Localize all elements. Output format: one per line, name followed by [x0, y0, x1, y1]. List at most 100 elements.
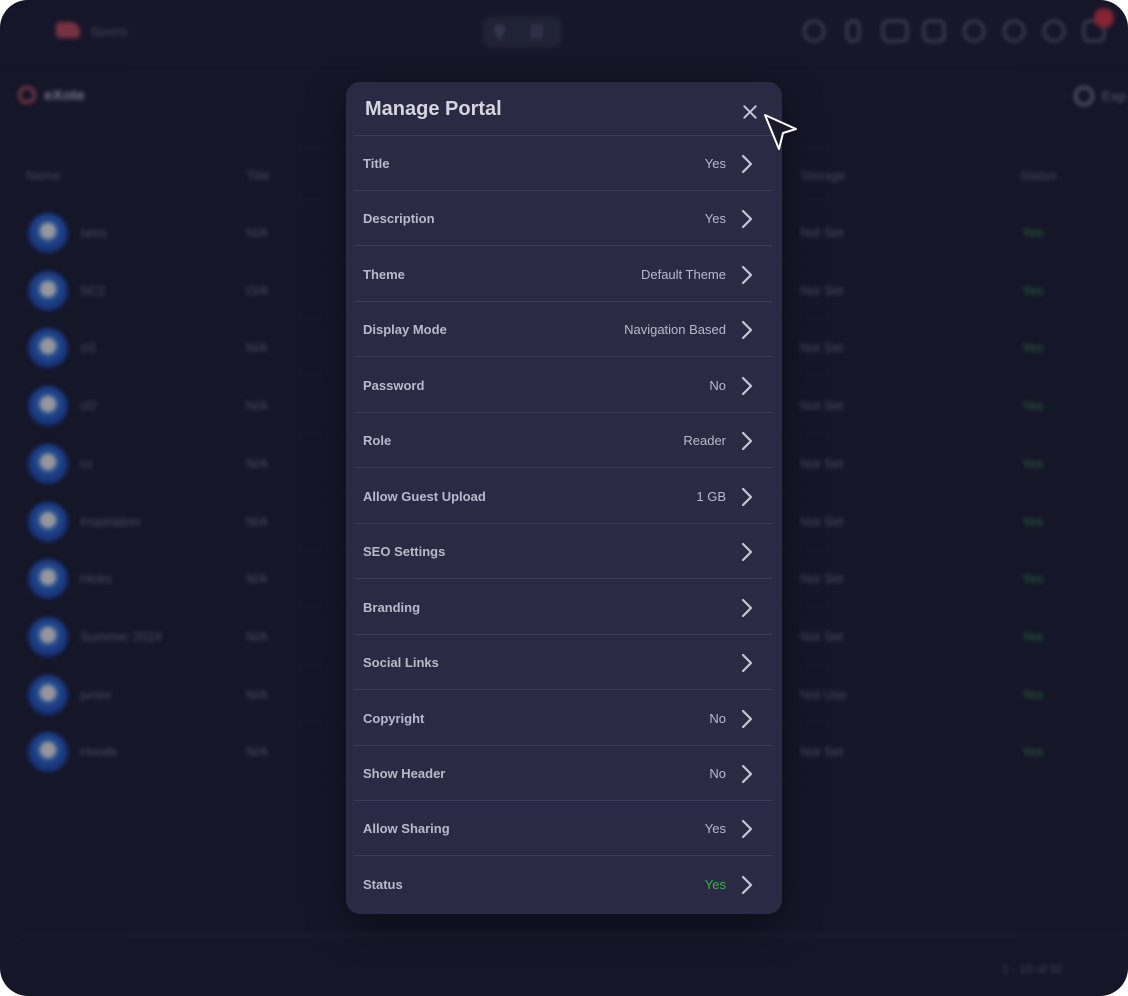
cell-status: Yes [1022, 628, 1044, 644]
cell-name: cl2 [80, 398, 97, 414]
cell-name: cl1 [80, 340, 97, 356]
search-pill[interactable]: ⚲ ☷ [482, 16, 562, 48]
export-icon[interactable] [1074, 86, 1094, 106]
cell-status: Yes [1022, 340, 1044, 356]
chevron-right-icon [741, 487, 753, 506]
setting-row-password[interactable]: Password No [354, 358, 772, 413]
brand-name: Sports [90, 24, 128, 39]
avatar [28, 328, 68, 369]
setting-row-title[interactable]: Title Yes [354, 136, 772, 191]
cloud-icon[interactable] [803, 20, 825, 42]
setting-label: Title [363, 156, 390, 171]
avatar [28, 674, 68, 715]
cell-name: Hoods [80, 744, 118, 760]
setting-row-status[interactable]: Status Yes [354, 857, 772, 912]
chevron-right-icon [741, 875, 753, 894]
avatar [28, 443, 68, 484]
close-icon[interactable] [737, 99, 763, 125]
cell-name: Inspiration [80, 513, 140, 529]
avatar [28, 213, 68, 253]
column-header-storage[interactable]: Storage [800, 168, 846, 183]
calendar-icon[interactable] [923, 20, 945, 42]
setting-row-description[interactable]: Description Yes [354, 191, 772, 247]
search-icon[interactable]: ⚲ [494, 24, 505, 41]
dialog-header: Manage Portal [346, 82, 782, 136]
setting-row-social-links[interactable]: Social Links [354, 635, 772, 691]
avatar [28, 616, 68, 657]
chevron-right-icon [741, 376, 753, 395]
column-header-title[interactable]: Title [246, 168, 271, 183]
cell-title: N/A [246, 398, 268, 414]
cell-storage: Not Set [800, 455, 844, 471]
cell-storage: Not Set [800, 282, 844, 298]
cell-status: Yes [1022, 744, 1044, 760]
setting-row-theme[interactable]: Theme Default Theme [354, 247, 772, 302]
setting-row-display-mode[interactable]: Display Mode Navigation Based [354, 302, 772, 358]
cell-title: N/A [246, 513, 268, 529]
setting-row-role[interactable]: Role Reader [354, 413, 772, 469]
cell-storage: Not Set [800, 744, 844, 760]
chevron-right-icon [741, 543, 753, 562]
setting-label: Allow Sharing [363, 821, 450, 837]
setting-row-seo-settings[interactable]: SEO Settings [354, 524, 772, 580]
refresh-icon[interactable] [1043, 20, 1065, 42]
setting-label: Show Header [363, 765, 446, 781]
chevron-right-icon [741, 598, 753, 617]
cell-title: N/A [246, 571, 268, 587]
column-header-name[interactable]: Name [26, 168, 61, 183]
setting-label: Description [363, 211, 435, 227]
filter-icon[interactable]: ☷ [530, 24, 544, 41]
setting-value: No [709, 377, 726, 393]
microphone-icon[interactable] [846, 20, 860, 42]
chevron-right-icon [741, 764, 753, 784]
dialog-title: Manage Portal [365, 98, 502, 120]
setting-row-allow-guest-upload[interactable]: Allow Guest Upload 1 GB [354, 469, 772, 524]
cell-storage: Not Set [800, 628, 844, 644]
header-divider [354, 135, 772, 136]
setting-label: Theme [363, 266, 405, 282]
cell-title: N/A [246, 628, 268, 644]
export-button[interactable]: Exp [1102, 88, 1127, 104]
setting-label: Social Links [363, 655, 439, 671]
cell-storage: Not Set [800, 571, 844, 587]
column-header-status[interactable]: Status [1020, 168, 1057, 183]
setting-label: SEO Settings [363, 544, 446, 560]
help-icon[interactable] [1003, 20, 1025, 42]
pagination-info: 1 - 10 of 32 [1002, 962, 1063, 976]
setting-value: Yes [704, 821, 726, 837]
video-icon[interactable] [882, 20, 908, 42]
setting-label: Password [363, 377, 425, 393]
chevron-right-icon [741, 154, 753, 174]
setting-value: Yes [704, 156, 726, 171]
cell-storage: Not Set [800, 225, 844, 240]
cell-status: Yes [1022, 282, 1044, 298]
setting-row-allow-sharing[interactable]: Allow Sharing Yes [354, 801, 772, 857]
settings-icon[interactable] [963, 20, 985, 42]
mouse-pointer-icon [764, 114, 797, 150]
setting-label: Copyright [363, 710, 425, 726]
chevron-right-icon [741, 265, 753, 284]
footer-divider [20, 934, 1128, 936]
setting-label: Display Mode [363, 322, 447, 338]
cell-name: cc [80, 455, 93, 471]
avatar [28, 386, 68, 427]
setting-row-copyright[interactable]: Copyright No [354, 691, 772, 746]
cell-name: junior [80, 686, 112, 702]
cell-status: Yes [1022, 455, 1044, 471]
cell-title: N/A [246, 340, 268, 356]
setting-row-show-header[interactable]: Show Header No [354, 746, 772, 801]
cell-status: Yes [1022, 686, 1044, 702]
notification-badge [1094, 8, 1114, 28]
top-bar: Sports ⚲ ☷ [0, 0, 1128, 64]
cell-status: Yes [1022, 398, 1044, 414]
cell-status: Yes [1022, 513, 1044, 529]
page-title: eXote [44, 87, 85, 104]
chevron-right-icon [741, 653, 753, 673]
setting-value: No [709, 765, 726, 781]
chevron-right-icon [741, 820, 753, 839]
setting-row-branding[interactable]: Branding [354, 580, 772, 635]
setting-value: 1 GB [696, 488, 726, 504]
cell-name: Summer 2024 [80, 628, 162, 644]
